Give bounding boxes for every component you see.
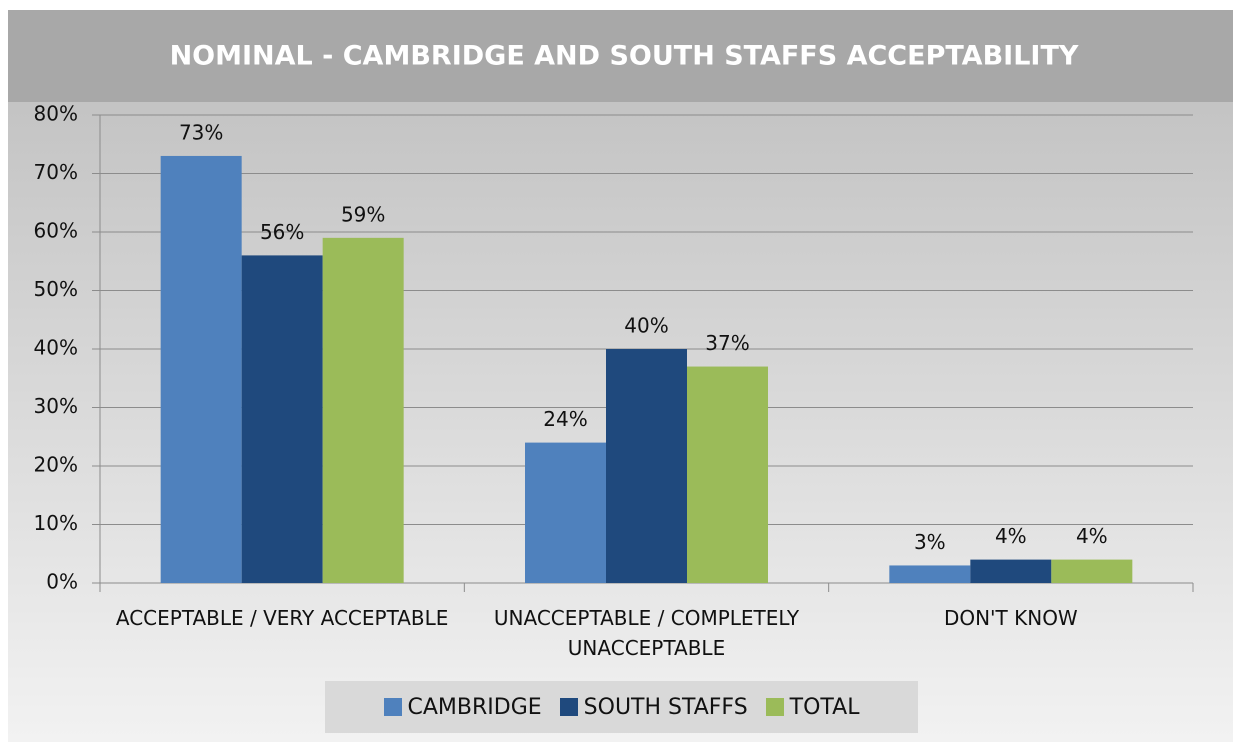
title-bar xyxy=(8,10,1233,102)
legend-label: TOTAL xyxy=(789,694,860,720)
y-tick-label: 60% xyxy=(34,219,78,243)
legend-swatch xyxy=(765,698,784,716)
legend: CAMBRIDGE SOUTH STAFFS TOTAL xyxy=(325,681,918,733)
data-label: 4% xyxy=(995,524,1027,548)
bar xyxy=(322,237,404,583)
bar xyxy=(241,255,323,583)
y-tick-label: 20% xyxy=(34,453,78,477)
y-tick-label: 0% xyxy=(46,570,78,594)
legend-swatch xyxy=(559,698,578,716)
legend-item: SOUTH STAFFS xyxy=(559,694,748,720)
bar xyxy=(606,349,687,583)
data-label: 4% xyxy=(1076,524,1108,548)
legend-swatch xyxy=(383,698,402,716)
y-tick-label: 80% xyxy=(34,102,78,126)
data-label: 59% xyxy=(341,202,385,226)
chart-title: NOMINAL - CAMBRIDGE AND SOUTH STAFFS ACC… xyxy=(170,41,1079,72)
data-label: 73% xyxy=(179,120,223,144)
bar xyxy=(970,559,1052,583)
y-tick-label: 50% xyxy=(34,277,78,301)
x-tick-label: UNACCEPTABLE / COMPLETELY UNACCEPTABLE xyxy=(493,606,800,660)
x-tick-label: DON'T KNOW xyxy=(943,606,1078,630)
bar xyxy=(889,565,971,583)
bar xyxy=(525,442,606,583)
y-tick-label: 10% xyxy=(34,511,78,535)
y-tick-label: 70% xyxy=(34,160,78,184)
legend-label: CAMBRIDGE xyxy=(407,694,542,720)
legend-item: TOTAL xyxy=(765,694,860,720)
x-tick-label: ACCEPTABLE / VERY ACCEPTABLE xyxy=(115,606,449,630)
legend-label: SOUTH STAFFS xyxy=(583,694,748,720)
data-label: 56% xyxy=(260,220,304,244)
bar xyxy=(1051,559,1133,583)
y-tick-label: 40% xyxy=(34,336,78,360)
legend-item: CAMBRIDGE xyxy=(383,694,542,720)
data-label: 24% xyxy=(543,407,587,431)
data-label: 3% xyxy=(914,530,946,554)
y-tick-label: 30% xyxy=(34,394,78,418)
bar xyxy=(687,366,768,583)
bar xyxy=(160,155,242,583)
data-label: 40% xyxy=(624,314,668,338)
data-label: 37% xyxy=(705,331,749,355)
